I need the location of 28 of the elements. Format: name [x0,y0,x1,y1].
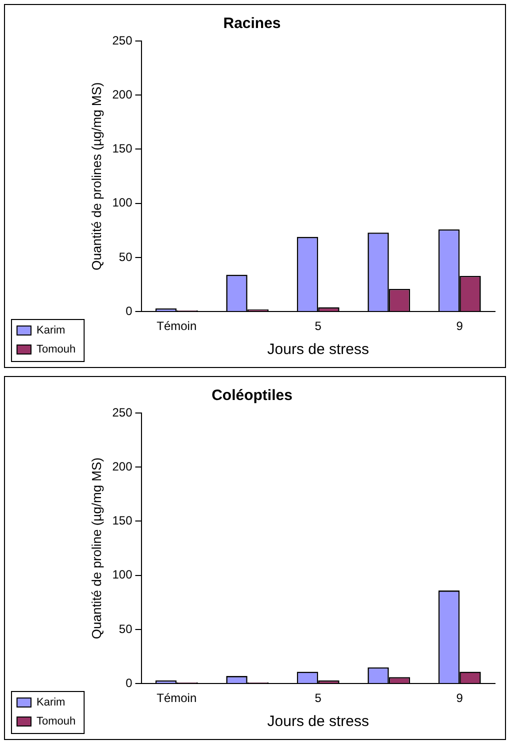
y-tick-label: 50 [118,250,133,264]
chart-title: Racines [223,15,281,32]
x-axis-title: Jours de stress [267,341,369,358]
legend-label: Tomouh [36,716,76,728]
x-tick-label: 9 [456,319,464,334]
x-tick-label: 5 [314,319,322,334]
y-tick-label: 100 [112,568,133,582]
legend-label: Karim [36,696,66,709]
y-tick-label: 0 [126,676,133,690]
y-tick-label: 0 [126,304,133,318]
x-tick-label: Témoin [156,319,197,334]
y-axis-title: Quantité de proline (µg/mg MS) [89,457,104,640]
y-tick-label: 150 [112,142,133,156]
y-axis-title: Quantité de prolines (µg/mg MS) [89,82,104,270]
chart-title: Coléoptiles [212,387,292,404]
x-tick-label: 5 [314,691,322,706]
x-axis-title: Jours de stress [267,713,369,730]
y-tick-label: 50 [118,622,133,636]
y-tick-label: 200 [112,87,133,102]
y-tick-label: 150 [112,514,133,528]
legend-label: Karim [36,324,66,337]
y-tick-label: 250 [112,33,133,48]
x-tick-label: 9 [456,691,464,706]
y-tick-label: 250 [112,405,133,420]
legend-label: Tomouh [36,344,76,356]
x-tick-label: Témoin [156,691,197,706]
y-tick-label: 100 [112,196,133,210]
y-tick-label: 200 [112,459,133,474]
